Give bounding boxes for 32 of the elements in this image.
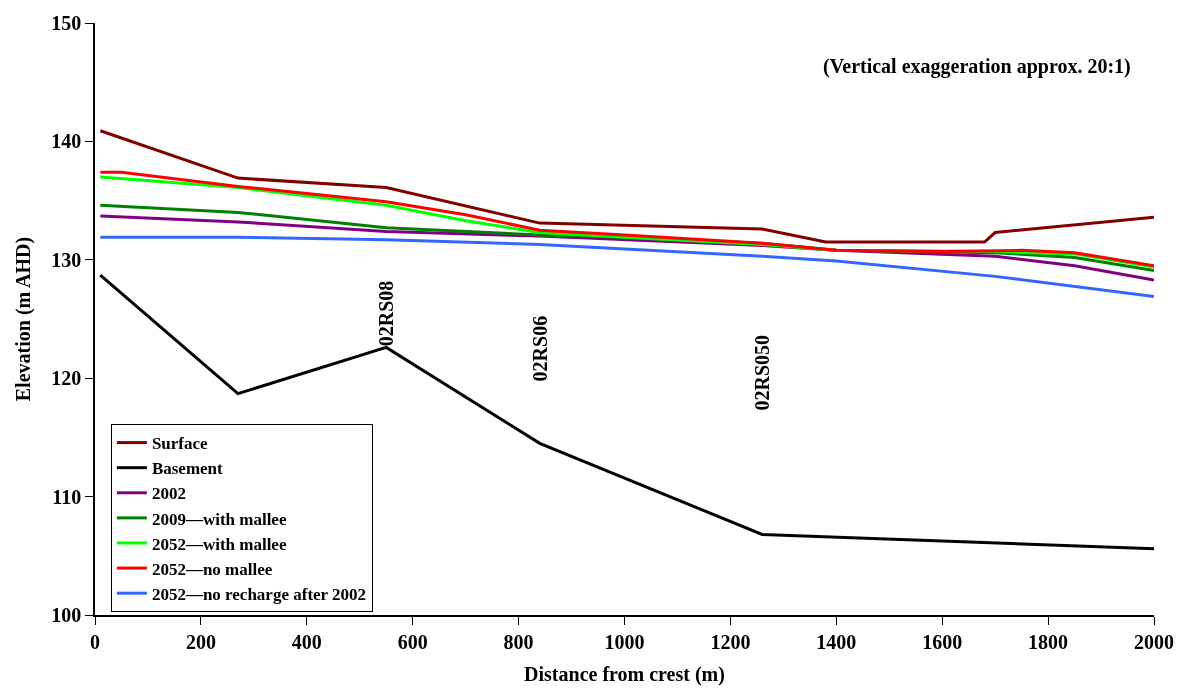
y-tick-label: 140 [51, 130, 82, 153]
x-tick-label: 1400 [816, 630, 857, 653]
y-tick-label: 120 [51, 367, 82, 390]
x-tick-label: 800 [503, 630, 534, 653]
x-tick-label: 2000 [1134, 630, 1174, 653]
y-tick-label: 130 [51, 248, 82, 271]
legend-label: 2052—with mallee [151, 534, 287, 554]
line-series [98, 273, 1154, 551]
legend-label: 2009—with mallee [151, 509, 287, 529]
x-tick-label: 1200 [710, 630, 751, 653]
legend-label: 2052—no mallee [151, 559, 273, 579]
x-tick-label: 200 [185, 630, 216, 653]
x-tick-label: 1000 [604, 630, 645, 653]
y-axis-title: Elevation (m AHD) [12, 236, 36, 402]
y-tick-label: 100 [51, 604, 82, 626]
x-tick-label: 600 [397, 630, 428, 653]
annotation: (Vertical exaggeration approx. 20:1) [823, 55, 1131, 78]
legend-label: Surface [151, 434, 209, 454]
line-series [98, 129, 1154, 244]
x-axis-title: Distance from crest (m) [524, 662, 725, 686]
y-tick-label: 150 [51, 12, 82, 34]
x-tick-label: 1800 [1028, 630, 1069, 653]
x-tick-label: 400 [291, 630, 322, 653]
x-tick-label: 1600 [922, 630, 963, 653]
legend-label: Basement [151, 459, 224, 479]
legend-label: 2052—no recharge after 2002 [151, 584, 367, 604]
annotation: 02RS08 [375, 280, 398, 347]
x-tick-label: 0 [90, 630, 100, 653]
annotation: 02RS06 [529, 315, 552, 382]
annotation: 02RS050 [750, 334, 773, 411]
y-tick-label: 110 [52, 485, 82, 508]
legend-label: 2002 [151, 484, 186, 504]
